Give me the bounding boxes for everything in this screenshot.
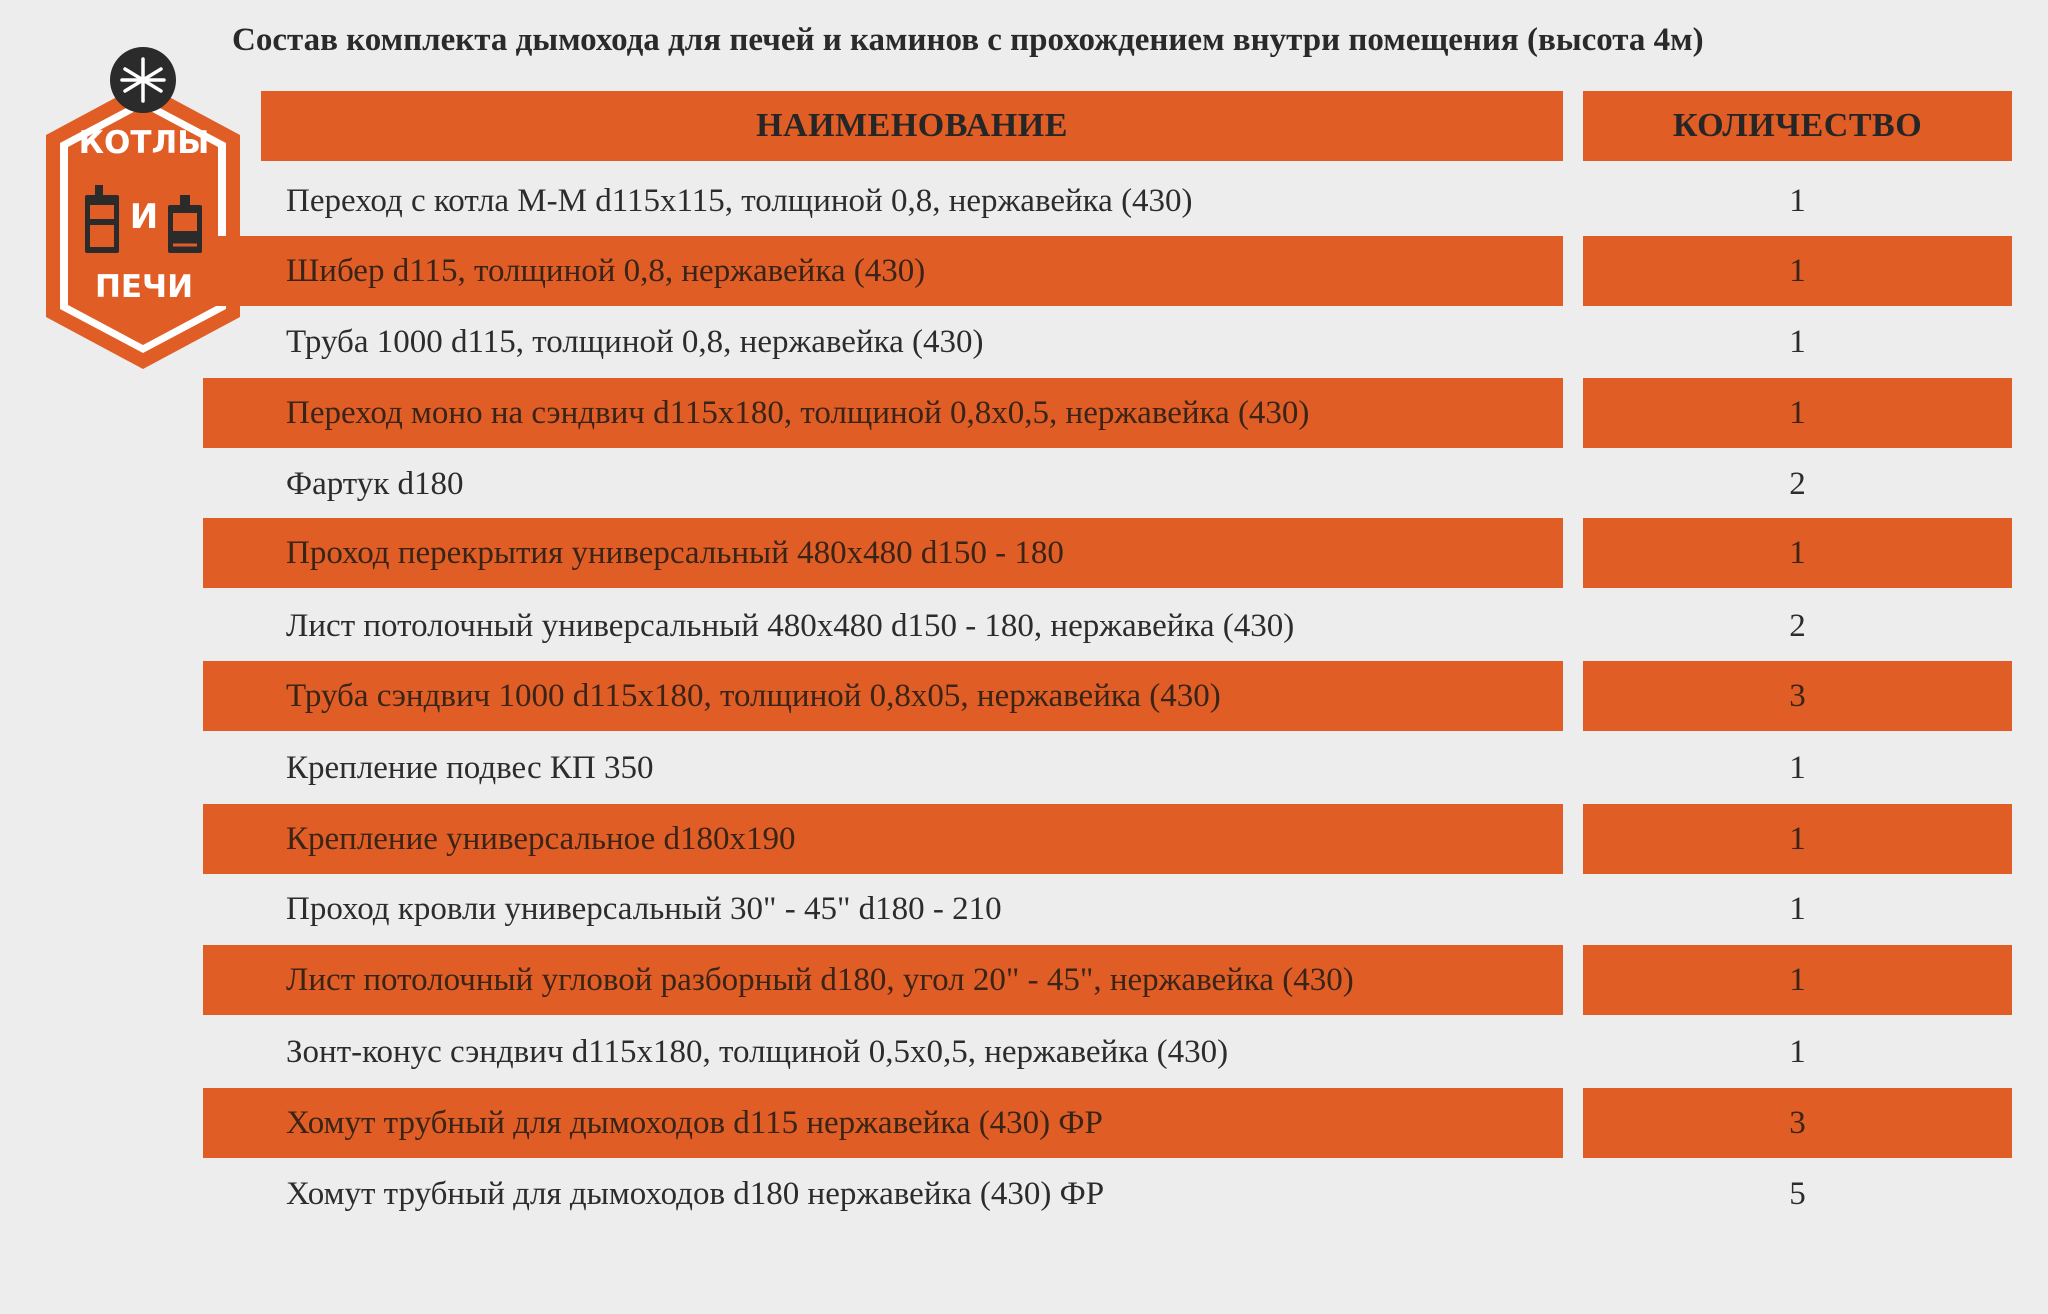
item-quantity: 1 (1583, 378, 2012, 448)
item-quantity: 1 (1583, 945, 2012, 1015)
item-name: Крепление подвес КП 350 (286, 749, 654, 786)
item-name: Труба 1000 d115, толщиной 0,8, нержавейк… (286, 323, 984, 360)
table-row: Хомут трубный для дымоходов d180 нержаве… (0, 1159, 2048, 1229)
table-row: Переход с котла М-М d115x115, толщиной 0… (0, 166, 2048, 236)
item-name: Переход с котла М-М d115x115, толщиной 0… (286, 182, 1193, 219)
item-name: Зонт-конус сэндвич d115x180, толщиной 0,… (286, 1033, 1229, 1070)
table-row: Хомут трубный для дымоходов d115 нержаве… (0, 1088, 2048, 1158)
item-quantity: 1 (1583, 804, 2012, 874)
item-quantity: 2 (1789, 607, 1806, 644)
column-header-name: НАИМЕНОВАНИЕ (261, 91, 1563, 161)
item-quantity: 1 (1789, 182, 1806, 219)
item-quantity: 5 (1789, 1175, 1806, 1212)
table-row: Переход моно на сэндвич d115x180, толщин… (0, 378, 2048, 448)
item-name: Фартук d180 (286, 465, 464, 502)
item-name: Проход перекрытия универсальный 480x480 … (203, 518, 1563, 588)
table-row: Труба сэндвич 1000 d115x180, толщиной 0,… (0, 661, 2048, 731)
item-quantity: 3 (1583, 661, 2012, 731)
item-quantity: 1 (1789, 890, 1806, 927)
item-quantity: 1 (1583, 236, 2012, 306)
table-row: Проход перекрытия универсальный 480x480 … (0, 518, 2048, 588)
item-name: Хомут трубный для дымоходов d115 нержаве… (203, 1088, 1563, 1158)
item-quantity: 1 (1583, 518, 2012, 588)
item-quantity: 2 (1789, 465, 1806, 502)
item-name: Лист потолочный угловой разборный d180, … (203, 945, 1563, 1015)
item-name: Проход кровли универсальный 30" - 45" d1… (286, 890, 1002, 927)
item-name: Крепление универсальное d180x190 (203, 804, 1563, 874)
item-quantity: 1 (1789, 749, 1806, 786)
column-header-qty: КОЛИЧЕСТВО (1583, 91, 2012, 161)
item-name: Переход моно на сэндвич d115x180, толщин… (203, 378, 1563, 448)
item-name: Шибер d115, толщиной 0,8, нержавейка (43… (203, 236, 1563, 306)
table-row: Зонт-конус сэндвич d115x180, толщиной 0,… (0, 1017, 2048, 1087)
item-quantity: 3 (1583, 1088, 2012, 1158)
item-name: Хомут трубный для дымоходов d180 нержаве… (286, 1175, 1105, 1212)
table-row: Шибер d115, толщиной 0,8, нержавейка (43… (0, 236, 2048, 306)
logo-text-i: И (129, 197, 159, 237)
brand-logo: КОТЛЫ И ПЕЧИ (40, 45, 246, 375)
table-row: Лист потолочный угловой разборный d180, … (0, 945, 2048, 1015)
item-quantity: 1 (1789, 323, 1806, 360)
table-row: Фартук d180 2 (0, 449, 2048, 519)
table-row: Крепление подвес КП 350 1 (0, 733, 2048, 803)
page-title: Состав комплекта дымохода для печей и ка… (232, 22, 1704, 58)
table-row: Крепление универсальное d180x190 1 (0, 804, 2048, 874)
item-name: Лист потолочный универсальный 480x480 d1… (286, 607, 1295, 644)
table-row: Труба 1000 d115, толщиной 0,8, нержавейк… (0, 307, 2048, 377)
table-row: Лист потолочный универсальный 480x480 d1… (0, 591, 2048, 661)
logo-text-pechi: ПЕЧИ (94, 269, 194, 305)
item-quantity: 1 (1789, 1033, 1806, 1070)
logo-text-kotly: КОТЛЫ (78, 125, 210, 161)
item-name: Труба сэндвич 1000 d115x180, толщиной 0,… (203, 661, 1563, 731)
table-row: Проход кровли универсальный 30" - 45" d1… (0, 874, 2048, 944)
